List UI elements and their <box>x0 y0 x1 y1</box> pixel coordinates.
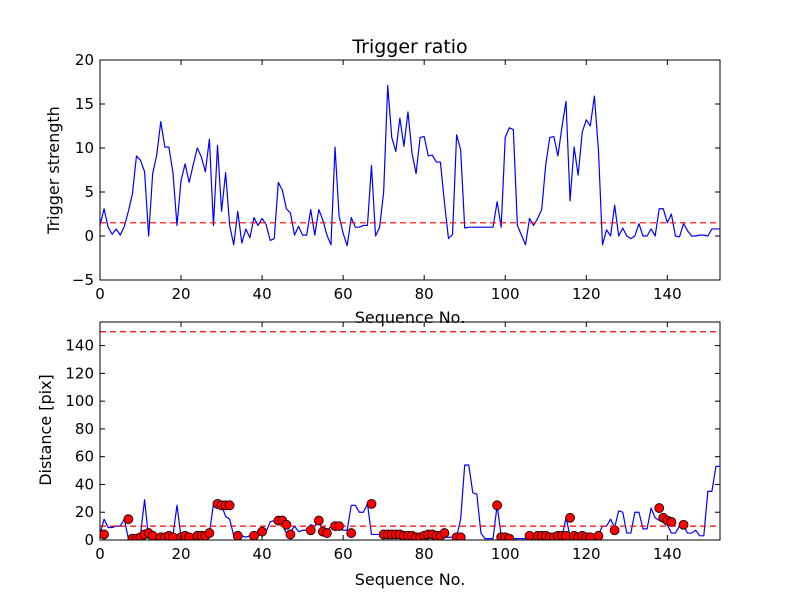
x-tick-label: 40 <box>253 545 272 563</box>
data-point <box>257 526 267 537</box>
y-tick-label: 40 <box>75 475 94 493</box>
data-point <box>322 528 332 538</box>
y-axis-label: Trigger strength <box>44 106 63 235</box>
data-point <box>100 529 109 540</box>
data-point <box>524 530 535 540</box>
x-tick-label: 0 <box>95 285 105 303</box>
data-point <box>492 500 503 511</box>
distance-plot: Sequence No. Distance [pix] 0 20 40 60 80 100… <box>36 321 721 589</box>
data-point <box>439 528 450 538</box>
data-point <box>249 530 259 540</box>
y-tick-label: 20 <box>75 503 94 521</box>
x-tick-label: 140 <box>653 545 682 563</box>
y-tick-label: 20 <box>75 51 94 69</box>
axes-frame <box>99 321 721 541</box>
data-point <box>455 532 466 540</box>
data-point <box>147 530 158 540</box>
data-point <box>123 514 134 525</box>
y-tick-label: −5 <box>72 271 94 289</box>
y-tick-label: 5 <box>84 183 94 201</box>
data-point <box>285 529 296 540</box>
data-point <box>305 525 316 536</box>
data-point <box>666 517 677 527</box>
x-tick-label: 80 <box>415 545 434 563</box>
series-line <box>100 84 720 247</box>
data-point <box>204 528 215 538</box>
y-tick-label: 0 <box>84 531 94 549</box>
x-tick-label: 60 <box>334 285 353 303</box>
y-tick-label: 140 <box>65 337 94 355</box>
x-axis-label: Sequence No. <box>355 308 466 327</box>
y-axis-label: Distance [pix] <box>36 374 55 486</box>
x-tick-label: 100 <box>491 545 520 563</box>
plot-area <box>100 84 720 247</box>
x-tick-label: 140 <box>653 285 682 303</box>
y-tick-label: 120 <box>65 364 94 382</box>
x-axis-label: Sequence No. <box>355 570 466 589</box>
x-tick-label: 20 <box>171 545 190 563</box>
x-tick-label: 60 <box>334 545 353 563</box>
x-tick-label: 40 <box>253 285 272 303</box>
data-point <box>593 530 604 540</box>
x-tick-label: 120 <box>572 285 601 303</box>
x-tick-label: 120 <box>572 545 601 563</box>
trigger-ratio-plot: Trigger ratio Sequence No. Trigger stren… <box>44 36 721 327</box>
data-point <box>609 525 620 536</box>
data-point <box>561 530 571 540</box>
axes-frame <box>99 59 721 281</box>
x-tick-label: 20 <box>171 285 190 303</box>
y-tick-label: 80 <box>75 420 94 438</box>
data-point <box>366 498 377 509</box>
data-point <box>678 519 689 530</box>
x-tick-label: 100 <box>491 285 520 303</box>
y-tick-label: 15 <box>75 95 94 113</box>
y-tick-label: 60 <box>75 448 94 466</box>
data-point <box>654 503 665 513</box>
data-point <box>224 500 235 511</box>
y-tick-label: 0 <box>84 227 94 245</box>
y-tick-label: 10 <box>75 139 94 157</box>
plot-area <box>100 331 720 540</box>
data-point <box>565 512 575 523</box>
data-point <box>232 530 243 540</box>
data-point <box>313 515 324 526</box>
chart-title: Trigger ratio <box>351 36 467 58</box>
x-tick-label: 80 <box>415 285 434 303</box>
data-point <box>281 519 292 530</box>
x-tick-label: 0 <box>95 545 105 563</box>
y-tick-label: 100 <box>65 392 94 410</box>
data-point <box>346 528 357 538</box>
